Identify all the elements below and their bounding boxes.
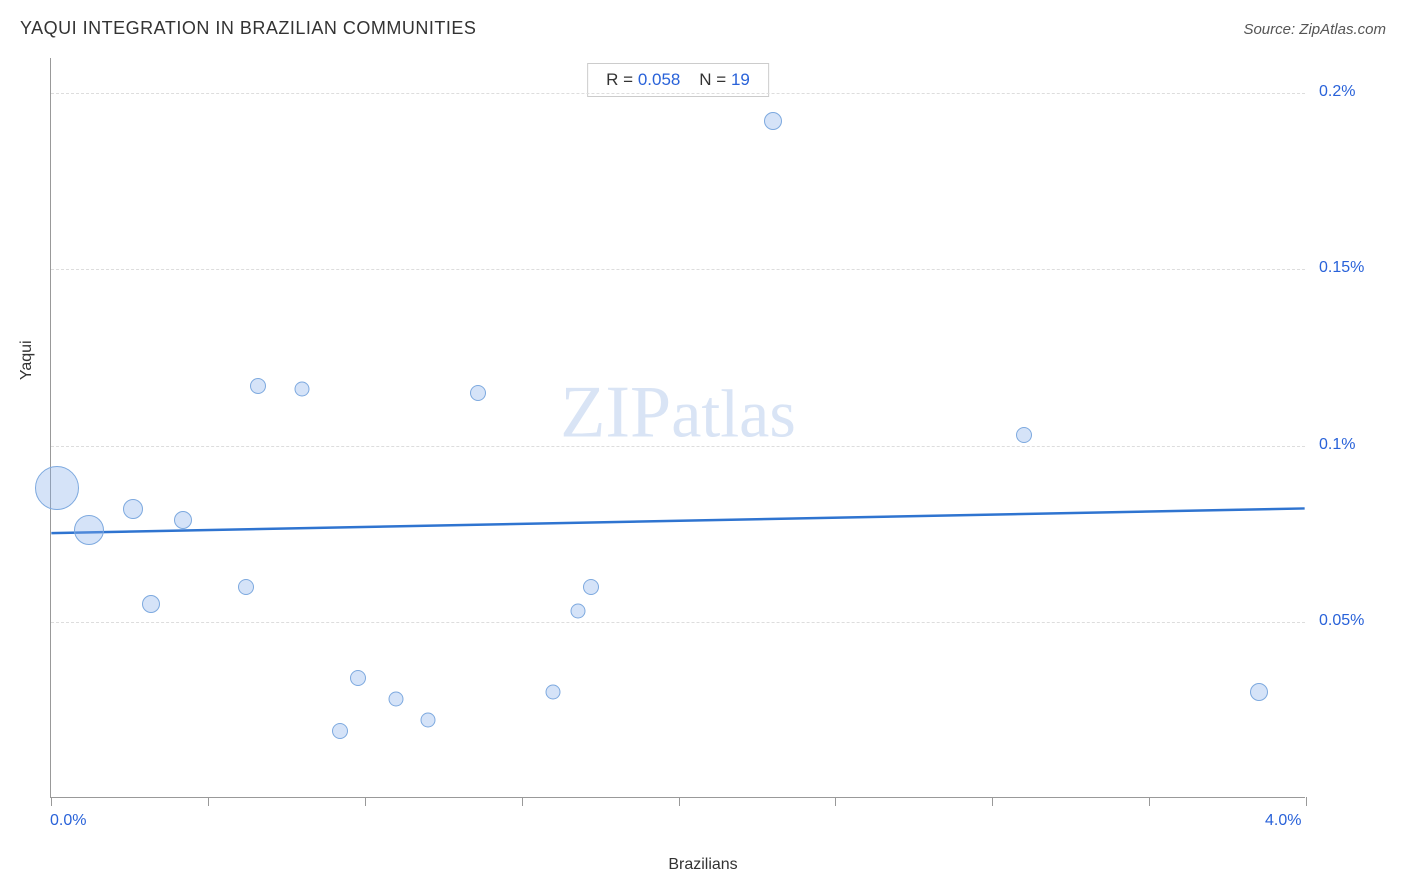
x-tick (1306, 797, 1307, 806)
y-tick-label: 0.15% (1319, 259, 1364, 277)
data-point[interactable] (238, 579, 254, 595)
data-point[interactable] (583, 579, 599, 595)
y-tick-label: 0.1% (1319, 436, 1355, 454)
gridline-h (51, 269, 1305, 270)
chart-header: YAQUI INTEGRATION IN BRAZILIAN COMMUNITI… (20, 18, 1386, 39)
watermark-thin: atlas (671, 375, 796, 451)
data-point[interactable] (470, 385, 486, 401)
x-tick (835, 797, 836, 806)
data-point[interactable] (74, 515, 104, 545)
data-point[interactable] (350, 670, 366, 686)
data-point[interactable] (250, 378, 266, 394)
data-point[interactable] (546, 685, 561, 700)
x-tick (522, 797, 523, 806)
x-tick (51, 797, 52, 806)
watermark: ZIPatlas (560, 370, 796, 455)
stat-r-value: 0.058 (638, 70, 681, 89)
gridline-h (51, 622, 1305, 623)
data-point[interactable] (389, 692, 404, 707)
trend-line (51, 58, 1305, 797)
x-axis-end-label: 4.0% (1265, 812, 1301, 830)
x-tick (208, 797, 209, 806)
x-tick (365, 797, 366, 806)
chart-source: Source: ZipAtlas.com (1243, 21, 1386, 38)
scatter-plot-area: ZIPatlas R = 0.058 N = 19 (50, 58, 1305, 798)
chart-title: YAQUI INTEGRATION IN BRAZILIAN COMMUNITI… (20, 18, 476, 39)
data-point[interactable] (1016, 427, 1032, 443)
x-axis-label: Brazilians (668, 856, 737, 874)
y-tick-label: 0.2% (1319, 83, 1355, 101)
data-point[interactable] (174, 511, 192, 529)
stat-n-value: 19 (731, 70, 750, 89)
stats-box: R = 0.058 N = 19 (587, 63, 769, 97)
x-tick (992, 797, 993, 806)
gridline-h (51, 446, 1305, 447)
data-point[interactable] (142, 595, 160, 613)
gridline-h (51, 93, 1305, 94)
x-tick (1149, 797, 1150, 806)
stat-n-label: N = (699, 70, 726, 89)
data-point[interactable] (332, 723, 348, 739)
data-point[interactable] (764, 112, 782, 130)
watermark-bold: ZIP (560, 371, 671, 453)
y-tick-label: 0.05% (1319, 612, 1364, 630)
stat-r-label: R = (606, 70, 633, 89)
data-point[interactable] (35, 466, 79, 510)
data-point[interactable] (1250, 683, 1268, 701)
data-point[interactable] (123, 499, 143, 519)
data-point[interactable] (571, 604, 586, 619)
data-point[interactable] (295, 382, 310, 397)
x-axis-start-label: 0.0% (50, 812, 86, 830)
data-point[interactable] (420, 713, 435, 728)
y-axis-label: Yaqui (18, 340, 36, 380)
x-tick (679, 797, 680, 806)
